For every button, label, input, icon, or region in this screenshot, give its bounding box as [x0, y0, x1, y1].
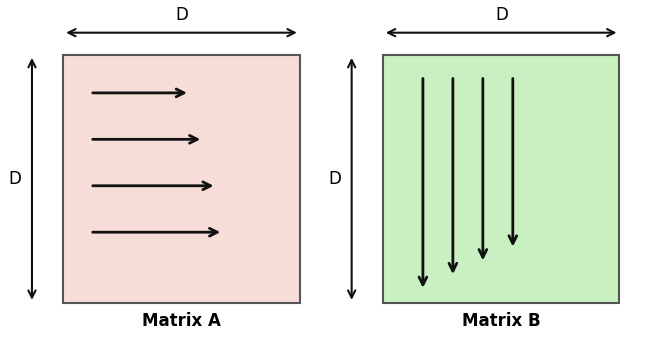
Text: Matrix A: Matrix A — [143, 312, 221, 330]
Text: Matrix B: Matrix B — [462, 312, 541, 330]
Text: D: D — [328, 170, 341, 188]
Text: D: D — [175, 7, 188, 24]
Text: D: D — [8, 170, 21, 188]
Bar — [383, 55, 619, 303]
Text: D: D — [495, 7, 508, 24]
Bar — [63, 55, 300, 303]
